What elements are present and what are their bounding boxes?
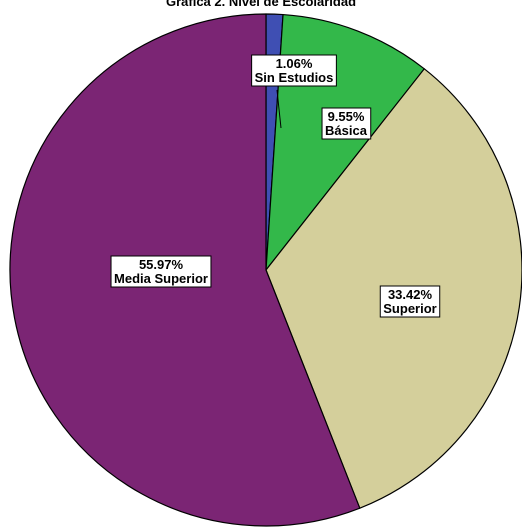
slice-label-superior: 33.42%Superior [379, 285, 441, 318]
pie-slices [9, 13, 522, 527]
slice-name: Sin Estudios [255, 70, 334, 85]
slice-name: Básica [325, 123, 368, 138]
slice-label-b-sica: 9.55%Básica [321, 107, 372, 140]
slice-label-media-superior: 55.97%Media Superior [110, 255, 212, 288]
slice-percent: 55.97% [139, 257, 184, 272]
slice-percent: 33.42% [388, 287, 433, 302]
slice-label-box [379, 285, 441, 318]
slice-percent: 9.55% [328, 109, 365, 124]
slice-name: Superior [383, 301, 436, 316]
chart-title: Gráfica 2. Nivel de Escolaridad [165, 0, 357, 9]
slice-label-box [251, 54, 337, 87]
slice-label-sin-estudios: 1.06%Sin Estudios [251, 54, 337, 87]
slice-percent: 1.06% [276, 56, 313, 71]
leader-line-sin-estudios [276, 89, 282, 129]
slice-label-box [321, 107, 372, 140]
slice-label-box [110, 255, 212, 288]
slice-name: Media Superior [114, 271, 208, 286]
